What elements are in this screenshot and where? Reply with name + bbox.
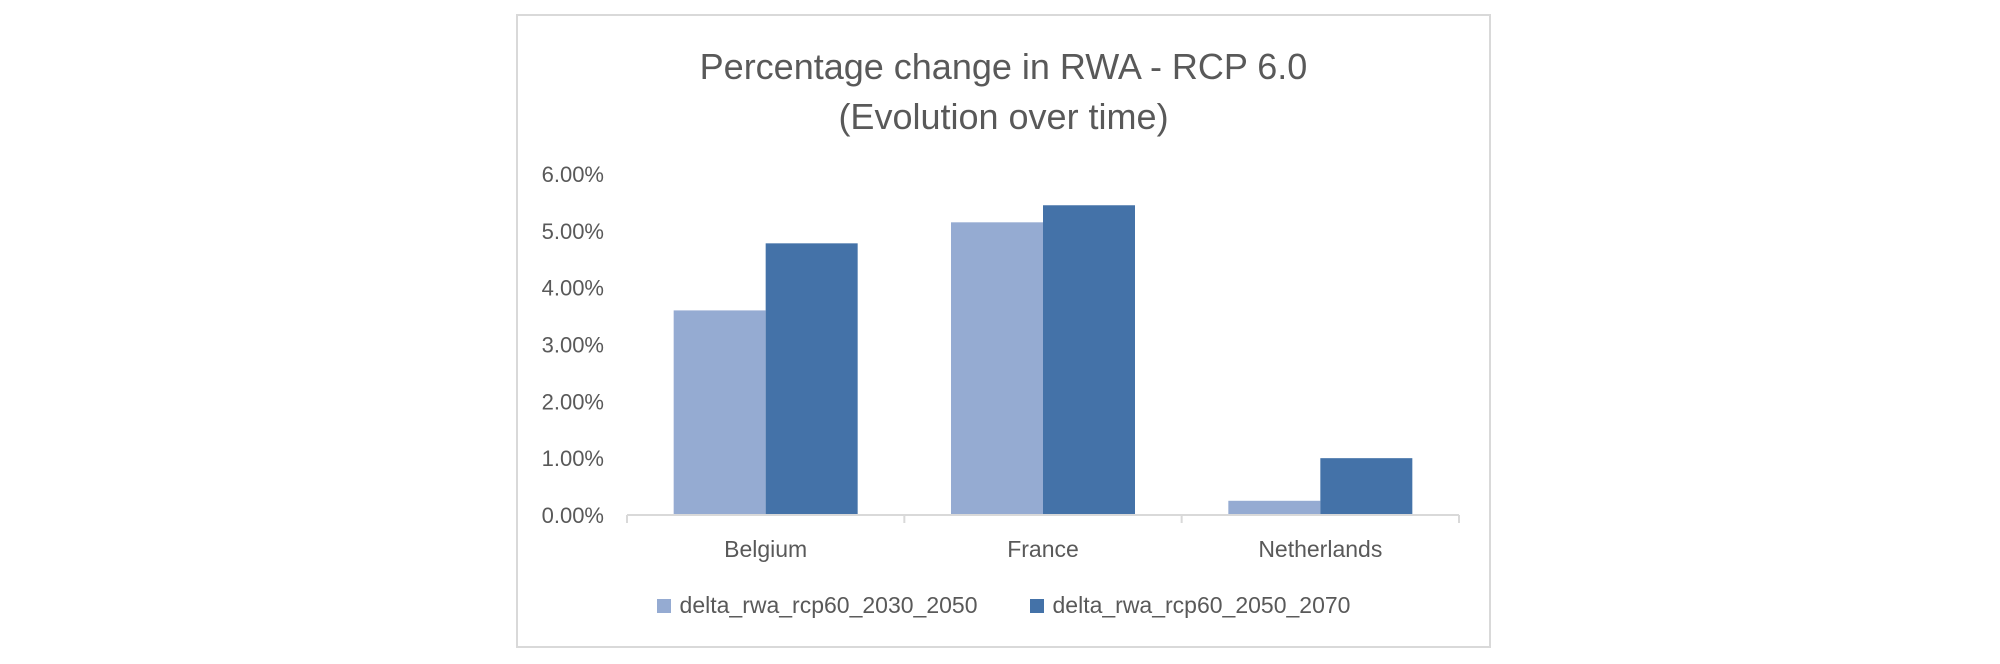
legend: delta_rwa_rcp60_2030_2050 delta_rwa_rcp6… <box>518 592 1489 619</box>
y-tick-label: 3.00% <box>542 333 604 358</box>
y-tick-label: 4.00% <box>542 276 604 301</box>
bar-delta_rwa_rcp60_2030_2050-france <box>951 222 1043 515</box>
y-tick-label: 1.00% <box>542 446 604 471</box>
bar-delta_rwa_rcp60_2050_2070-netherlands <box>1320 458 1413 515</box>
bar-delta_rwa_rcp60_2050_2070-france <box>1043 205 1135 515</box>
y-tick-label: 0.00% <box>542 503 604 528</box>
legend-item-series-1: delta_rwa_rcp60_2030_2050 <box>656 592 978 619</box>
legend-swatch-series-2 <box>1029 598 1044 613</box>
chart-frame: Percentage change in RWA - RCP 6.0 (Evol… <box>516 14 1491 648</box>
legend-label-series-1: delta_rwa_rcp60_2030_2050 <box>679 592 978 618</box>
legend-swatch-series-1 <box>656 598 671 613</box>
bar-delta_rwa_rcp60_2050_2070-belgium <box>765 243 858 515</box>
x-tick-label-netherlands: Netherlands <box>1258 536 1382 562</box>
y-tick-label: 6.00% <box>542 162 604 187</box>
chart-title-line-1: Percentage change in RWA - RCP 6.0 <box>699 46 1308 87</box>
bar-delta_rwa_rcp60_2030_2050-netherlands <box>1228 500 1321 515</box>
y-tick-label: 2.00% <box>542 389 604 414</box>
legend-label-series-2: delta_rwa_rcp60_2050_2070 <box>1052 592 1351 618</box>
chart-title-line-2: (Evolution over time) <box>838 96 1169 137</box>
x-tick-label-france: France <box>1007 536 1079 562</box>
y-tick-label: 5.00% <box>542 219 604 244</box>
legend-item-series-2: delta_rwa_rcp60_2050_2070 <box>1029 592 1351 619</box>
bar-delta_rwa_rcp60_2030_2050-belgium <box>673 310 766 515</box>
x-tick-label-belgium: Belgium <box>724 536 807 562</box>
plot-area: 0.00% 1.00% 2.00% 3.00% 4.00% 5.00% 6.00% Belgi… <box>542 162 1460 562</box>
chart-title: Percentage change in RWA - RCP 6.0 (Evol… <box>518 42 1489 142</box>
